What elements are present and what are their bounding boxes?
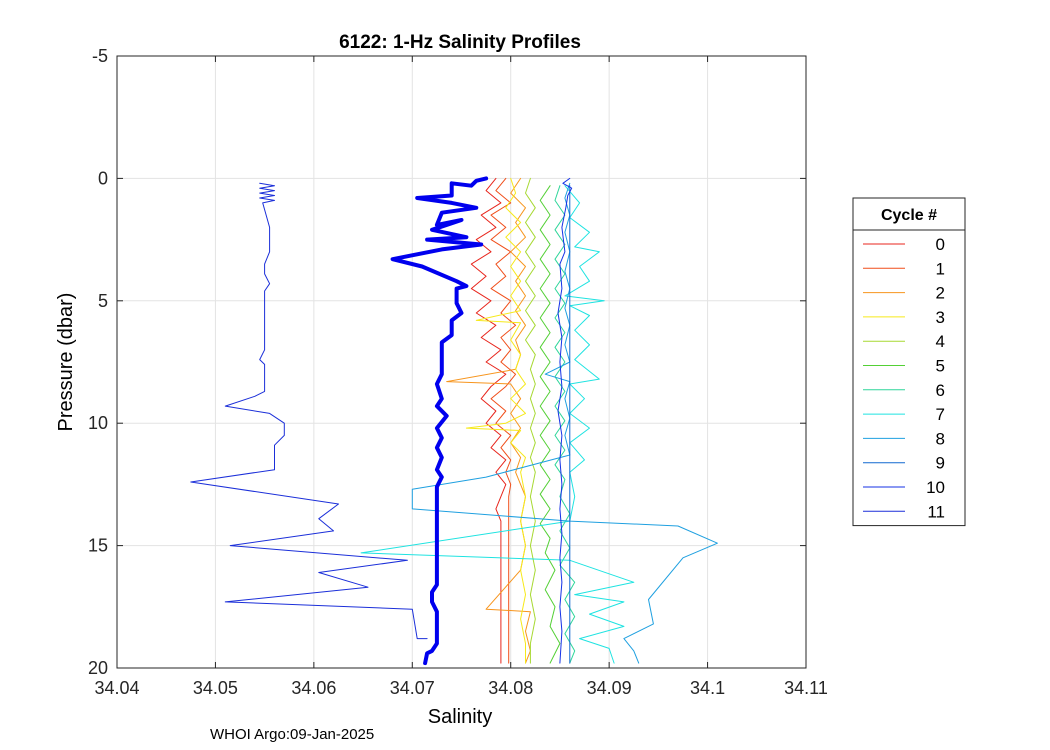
x-tick-label: 34.09 [587,678,632,698]
series-line-0 [470,177,507,664]
legend-label: 9 [936,454,945,473]
footer-note: WHOI Argo:09-Jan-2025 [210,726,375,743]
y-tick-label: 15 [88,536,108,556]
legend-label: 0 [936,235,945,254]
series-line-3 [465,177,526,664]
plot-frame [116,55,807,669]
legend-label: 10 [926,478,945,497]
y-tick-label: 20 [88,658,108,678]
series-line-6 [554,185,576,664]
legend-label: 6 [936,381,945,400]
x-tick-label: 34.07 [390,678,435,698]
x-tick-label: 34.06 [291,678,336,698]
y-axis-label: Pressure (dbar) [55,293,77,432]
x-tick-label: 34.1 [690,678,725,698]
grid-lines [116,55,807,669]
x-tick-label: 34.08 [488,678,533,698]
series-line-1 [490,177,517,664]
legend-label: 8 [936,429,945,448]
chart-title: 6122: 1-Hz Salinity Profiles [339,32,581,53]
legend-label: 1 [936,259,945,278]
series-line-bold-profile [390,176,489,666]
series-line-7 [360,185,635,664]
series-layer [190,176,718,666]
legend-box [852,197,966,527]
legend: Cycle # 0 1 2 3 4 5 6 7 8 9 10 11 [852,197,966,527]
legend-label: 2 [936,284,945,303]
series-line-11 [190,182,428,640]
legend-label: 4 [936,332,945,351]
legend-title: Cycle # [881,207,937,224]
legend-label: 7 [936,405,945,424]
y-tick-label: -5 [92,46,108,66]
series-line-5 [539,185,561,664]
x-axis-label: Salinity [428,706,492,728]
legend-label: 3 [936,308,945,327]
series-line-4 [525,177,536,664]
x-tick-label: 34.04 [94,678,139,698]
axes: 34.04 34.05 34.06 34.07 34.08 34.09 34.1 34.11 -… [88,46,828,698]
x-tick-label: 34.05 [193,678,238,698]
legend-label: 11 [927,502,945,521]
legend-label: 5 [936,357,945,376]
y-tick-label: 0 [98,168,108,188]
y-tick-label: 10 [88,413,108,433]
x-tick-label: 34.11 [784,678,828,698]
series-line-10 [557,177,573,664]
y-tick-label: 5 [98,291,108,311]
